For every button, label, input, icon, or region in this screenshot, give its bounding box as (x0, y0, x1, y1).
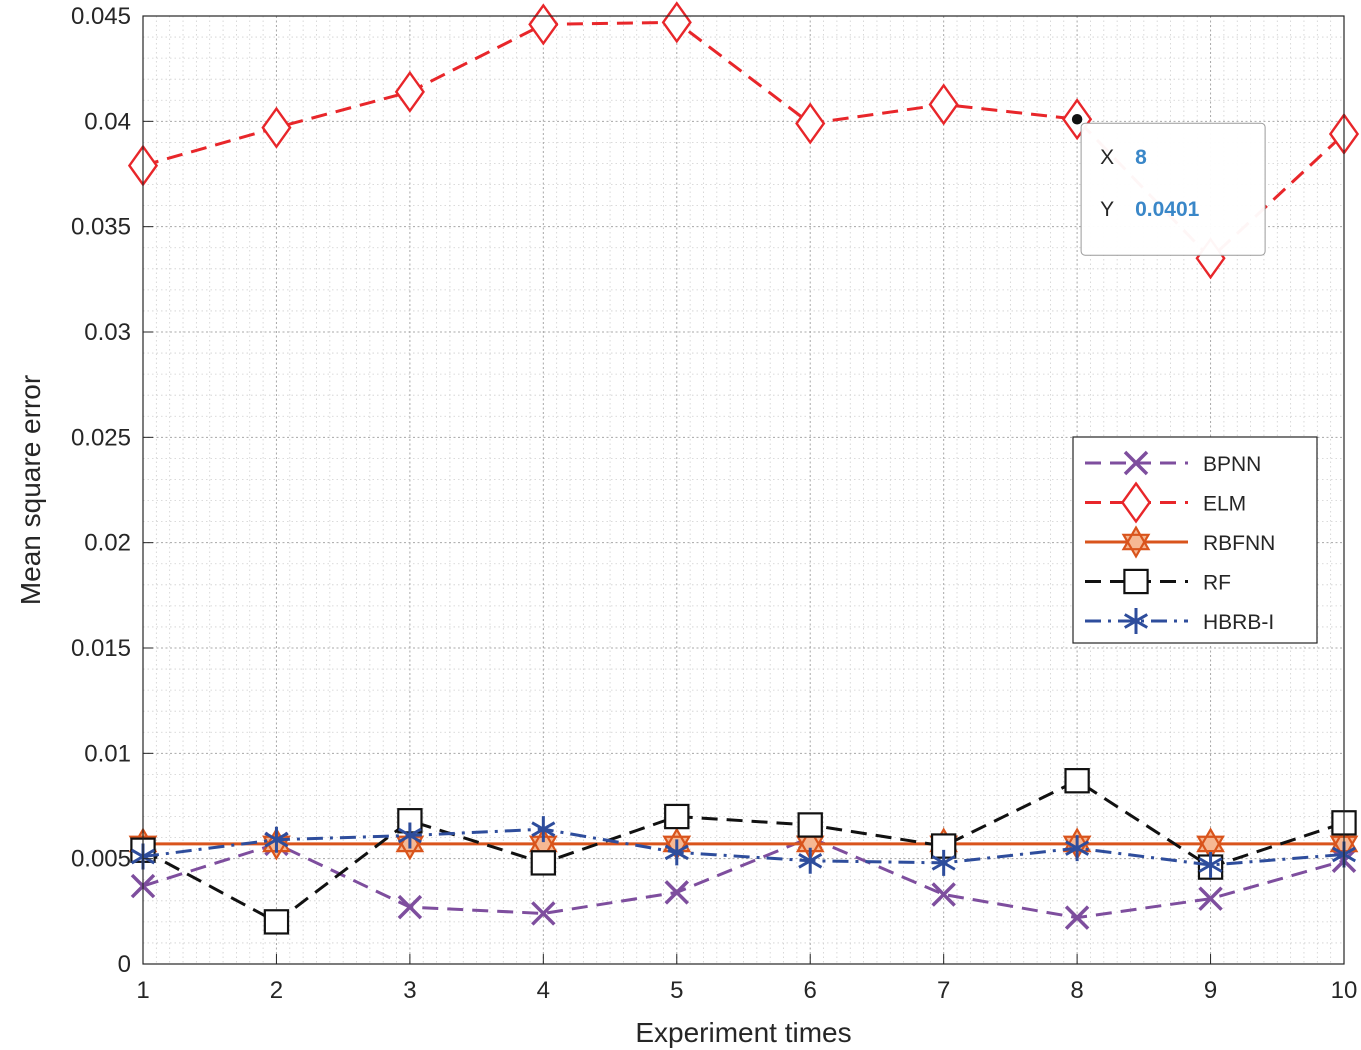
y-tick-label: 0.03 (84, 319, 131, 346)
datatip[interactable]: X 8 Y 0.0401 (1070, 112, 1266, 256)
legend-item-elm[interactable]: ELM (1085, 481, 1246, 524)
y-tick-label: 0.04 (84, 108, 131, 135)
y-tick-label: 0.01 (84, 740, 131, 767)
x-tick-label: 2 (270, 977, 283, 1004)
datatip-y-value: 0.0401 (1135, 198, 1200, 221)
datatip-x-label: X (1100, 146, 1114, 169)
point-elm (528, 3, 559, 46)
datatip-x-value: 8 (1135, 146, 1147, 169)
legend-box (1072, 436, 1318, 644)
x-tick-label: 7 (937, 977, 950, 1004)
datatip-point (1070, 112, 1084, 126)
point-hbrb-i (264, 826, 289, 853)
datatip-box (1080, 122, 1266, 256)
point-elm (261, 106, 292, 149)
x-tick-label: 10 (1331, 977, 1358, 1004)
datatip-y-label: Y (1100, 198, 1114, 221)
point-hbrb-i (798, 847, 823, 874)
y-tick-label: 0.02 (84, 530, 131, 557)
point-rf (664, 803, 690, 830)
x-axis-title: Experiment times (635, 1017, 851, 1048)
y-tick-label: 0.025 (71, 424, 131, 451)
point-bpnn (664, 880, 690, 905)
point-hbrb-i (1065, 835, 1090, 862)
legend-marker-rbfnn (1121, 525, 1151, 559)
legend-item-hbrb-i[interactable]: HBRB-I (1085, 608, 1274, 634)
point-hbrb-i (931, 849, 956, 876)
point-hbrb-i (664, 839, 689, 866)
point-bpnn (1064, 905, 1090, 930)
point-hbrb-i (531, 816, 556, 843)
legend[interactable]: BPNN ELM RBFNN RF HBRB-I (1072, 436, 1318, 644)
legend-item-rbfnn[interactable]: RBFNN (1085, 525, 1275, 559)
series-rf (130, 768, 1357, 935)
legend-marker-rf (1123, 568, 1149, 595)
point-hbrb-i (1198, 851, 1223, 878)
series-line-bpnn (142, 835, 1345, 920)
point-rf (1064, 768, 1090, 794)
legend-label: RBFNN (1203, 532, 1275, 555)
point-bpnn (397, 894, 423, 920)
y-axis-title: Mean square error (15, 375, 46, 605)
legend-label: RF (1203, 572, 1231, 595)
series-line-rf (142, 778, 1345, 924)
plot-frame (142, 15, 1345, 965)
point-elm (928, 83, 959, 126)
tick-labels: 1 2 3 4 5 6 7 8 9 10 0 0.005 0.01 0.015 0.02 0.025 0.03 0… (71, 3, 1357, 1004)
legend-item-rf[interactable]: RF (1085, 568, 1231, 595)
series-line-hbrb-i (142, 827, 1345, 867)
y-tick-label: 0.015 (71, 635, 131, 662)
point-hbrb-i (397, 822, 422, 849)
y-tick-label: 0.045 (71, 3, 131, 30)
x-tick-label: 3 (403, 977, 416, 1004)
legend-label: BPNN (1203, 453, 1261, 476)
legend-item-bpnn[interactable]: BPNN (1085, 450, 1261, 476)
point-elm (661, 1, 692, 44)
x-tick-label: 9 (1204, 977, 1217, 1004)
point-rf (263, 909, 290, 935)
legend-marker-bpnn (1123, 450, 1149, 476)
series-hbrb-i (130, 816, 1357, 878)
point-bpnn (531, 901, 556, 926)
series-line-elm (142, 20, 1346, 261)
x-tick-label: 6 (804, 977, 817, 1004)
legend-marker-hbrb-i (1123, 608, 1149, 634)
point-elm (795, 102, 826, 145)
x-tick-label: 5 (670, 977, 683, 1004)
point-rf (530, 850, 557, 876)
y-tick-label: 0 (118, 951, 131, 978)
legend-marker-elm (1120, 481, 1152, 524)
point-bpnn (931, 882, 956, 907)
y-tick-label: 0.035 (71, 214, 131, 241)
legend-label: HBRB-I (1203, 611, 1274, 634)
x-tick-label: 1 (136, 977, 149, 1004)
point-elm (394, 70, 425, 113)
legend-label: ELM (1203, 493, 1246, 516)
y-tick-label: 0.005 (71, 846, 131, 873)
x-tick-label: 8 (1070, 977, 1083, 1004)
point-rf (797, 812, 823, 838)
x-tick-label: 4 (537, 977, 550, 1004)
point-bpnn (1198, 886, 1223, 911)
point-rbfnn (1196, 827, 1225, 861)
